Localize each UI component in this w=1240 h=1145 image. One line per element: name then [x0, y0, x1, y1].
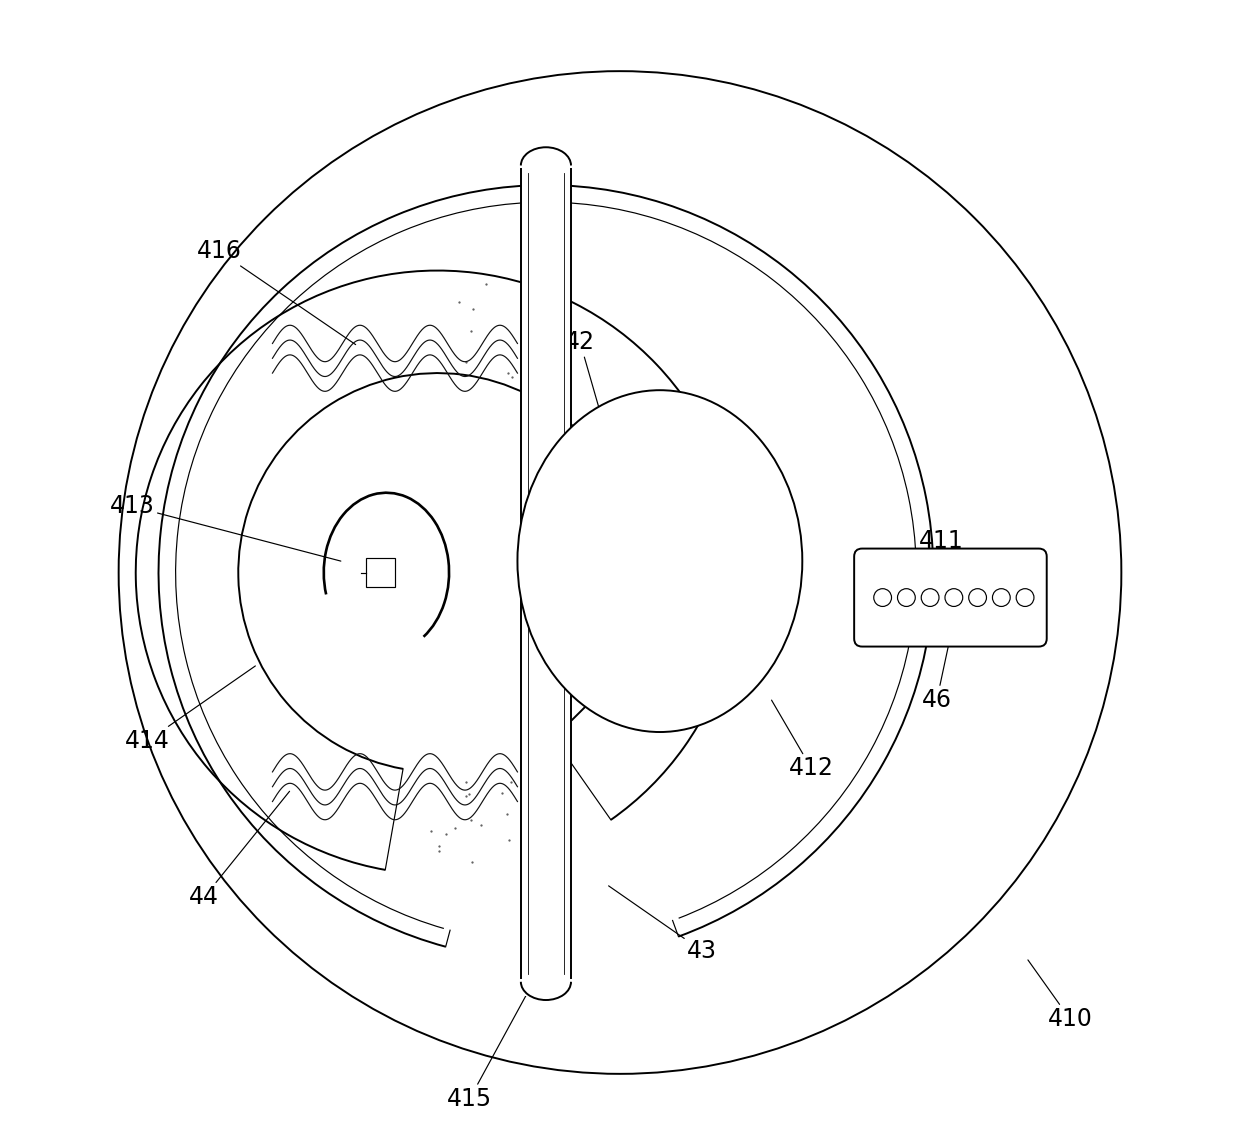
Text: 414: 414	[125, 666, 255, 753]
Bar	[367, 559, 396, 586]
Text: 42: 42	[565, 330, 611, 450]
Circle shape	[992, 589, 1011, 607]
Text: 46: 46	[921, 637, 952, 712]
Text: 412: 412	[771, 700, 833, 781]
Ellipse shape	[517, 390, 802, 732]
Text: 44: 44	[190, 791, 290, 909]
FancyBboxPatch shape	[854, 548, 1047, 647]
Circle shape	[968, 589, 987, 607]
Circle shape	[898, 589, 915, 607]
Text: 410: 410	[1028, 960, 1092, 1032]
Text: 415: 415	[448, 973, 538, 1111]
Circle shape	[874, 589, 892, 607]
Text: 416: 416	[196, 239, 356, 345]
Text: 43: 43	[609, 886, 717, 963]
Circle shape	[1017, 589, 1034, 607]
Circle shape	[945, 589, 962, 607]
Bar	[521, 151, 570, 996]
Text: 413: 413	[110, 495, 341, 561]
Circle shape	[921, 589, 939, 607]
Text: 411: 411	[919, 529, 963, 600]
